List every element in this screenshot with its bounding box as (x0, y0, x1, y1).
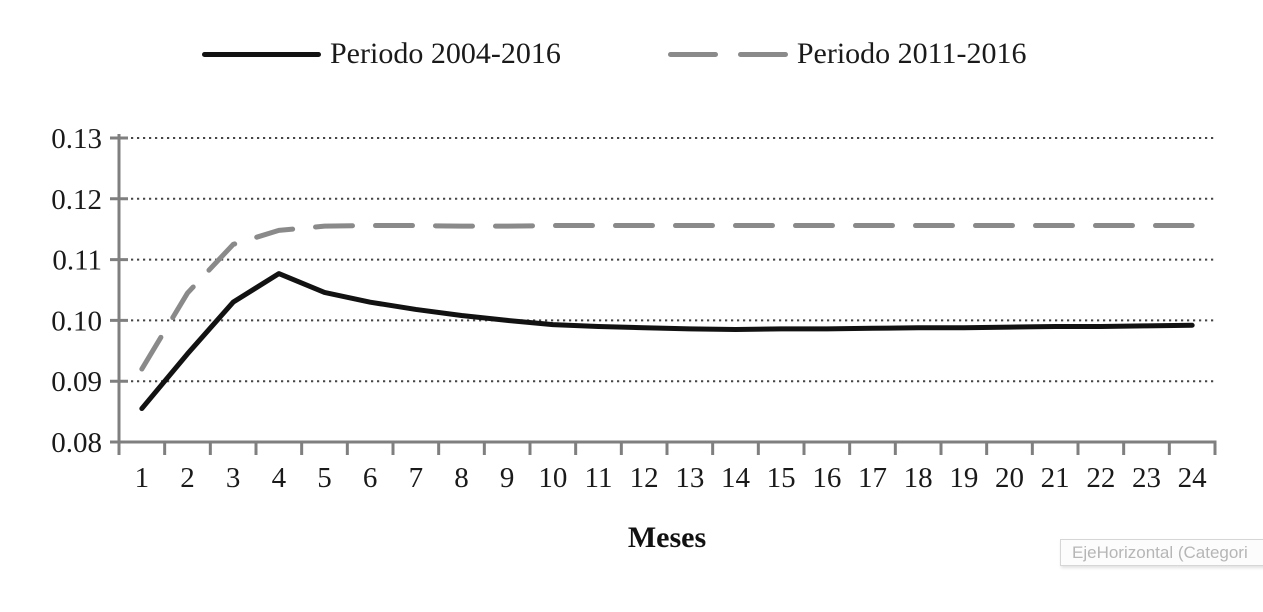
legend-item-periodo-2011-2016[interactable]: Periodo 2011-2016 (667, 36, 1027, 72)
legend-label-series1: Periodo 2004-2016 (330, 37, 561, 70)
x-tick-label: 16 (812, 462, 841, 494)
x-tick-label: 11 (585, 462, 613, 494)
x-tick-label: 8 (454, 462, 469, 494)
axis-tick-labels: 0.080.090.100.110.120.131 2 3 4 5 6 7 8 9 10 11 12 1… (51, 123, 1207, 494)
x-tick-label: 10 (538, 462, 567, 494)
legend-key-dashed-line-icon (667, 51, 788, 57)
gridlines (119, 137, 1215, 383)
x-tick-label: 17 (858, 462, 887, 494)
x-tick-label: 15 (767, 462, 796, 494)
x-tick-label: 22 (1086, 462, 1115, 494)
x-tick-label: 24 (1178, 462, 1208, 494)
x-tick-label: 14 (721, 462, 751, 494)
y-tick-label: 0.08 (51, 427, 102, 459)
legend-item-periodo-2004-2016[interactable]: Periodo 2004-2016 (202, 36, 561, 72)
legend-key-solid-line-icon (202, 51, 321, 57)
axis-tooltip-text: EjeHorizontal (Categori (1072, 542, 1248, 562)
series-line-1[interactable] (139, 271, 1195, 412)
x-tick-label: 23 (1132, 462, 1161, 494)
chart-legend: Periodo 2004-2016 Periodo 2011-2016 (202, 36, 1027, 72)
x-tick-label: 19 (949, 462, 978, 494)
x-tick-label: 7 (409, 462, 424, 494)
x-tick-label: 5 (317, 462, 332, 494)
y-tick-label: 0.10 (51, 305, 102, 337)
y-tick-label: 0.11 (52, 245, 102, 277)
series-line-2[interactable] (139, 223, 1195, 372)
x-tick-label: 3 (226, 462, 241, 494)
y-tick-label: 0.13 (51, 123, 102, 155)
x-tick-label: 6 (363, 462, 378, 494)
x-axis-title: Meses (627, 521, 707, 554)
y-tick-label: 0.09 (51, 366, 102, 398)
y-tick-label: 0.12 (51, 184, 102, 216)
x-tick-label: 2 (180, 462, 195, 494)
x-tick-label: 13 (675, 462, 704, 494)
x-tick-label: 9 (500, 462, 515, 494)
x-tick-label: 20 (995, 462, 1024, 494)
x-tick-label: 1 (135, 462, 150, 494)
x-tick-label: 21 (1041, 462, 1070, 494)
axis-tooltip: EjeHorizontal (Categori (1060, 539, 1263, 566)
axes (110, 134, 1217, 455)
legend-label-series2: Periodo 2011-2016 (796, 37, 1027, 70)
x-tick-label: 4 (272, 462, 287, 494)
x-tick-label: 12 (630, 462, 659, 494)
x-tick-label: 18 (904, 462, 933, 494)
